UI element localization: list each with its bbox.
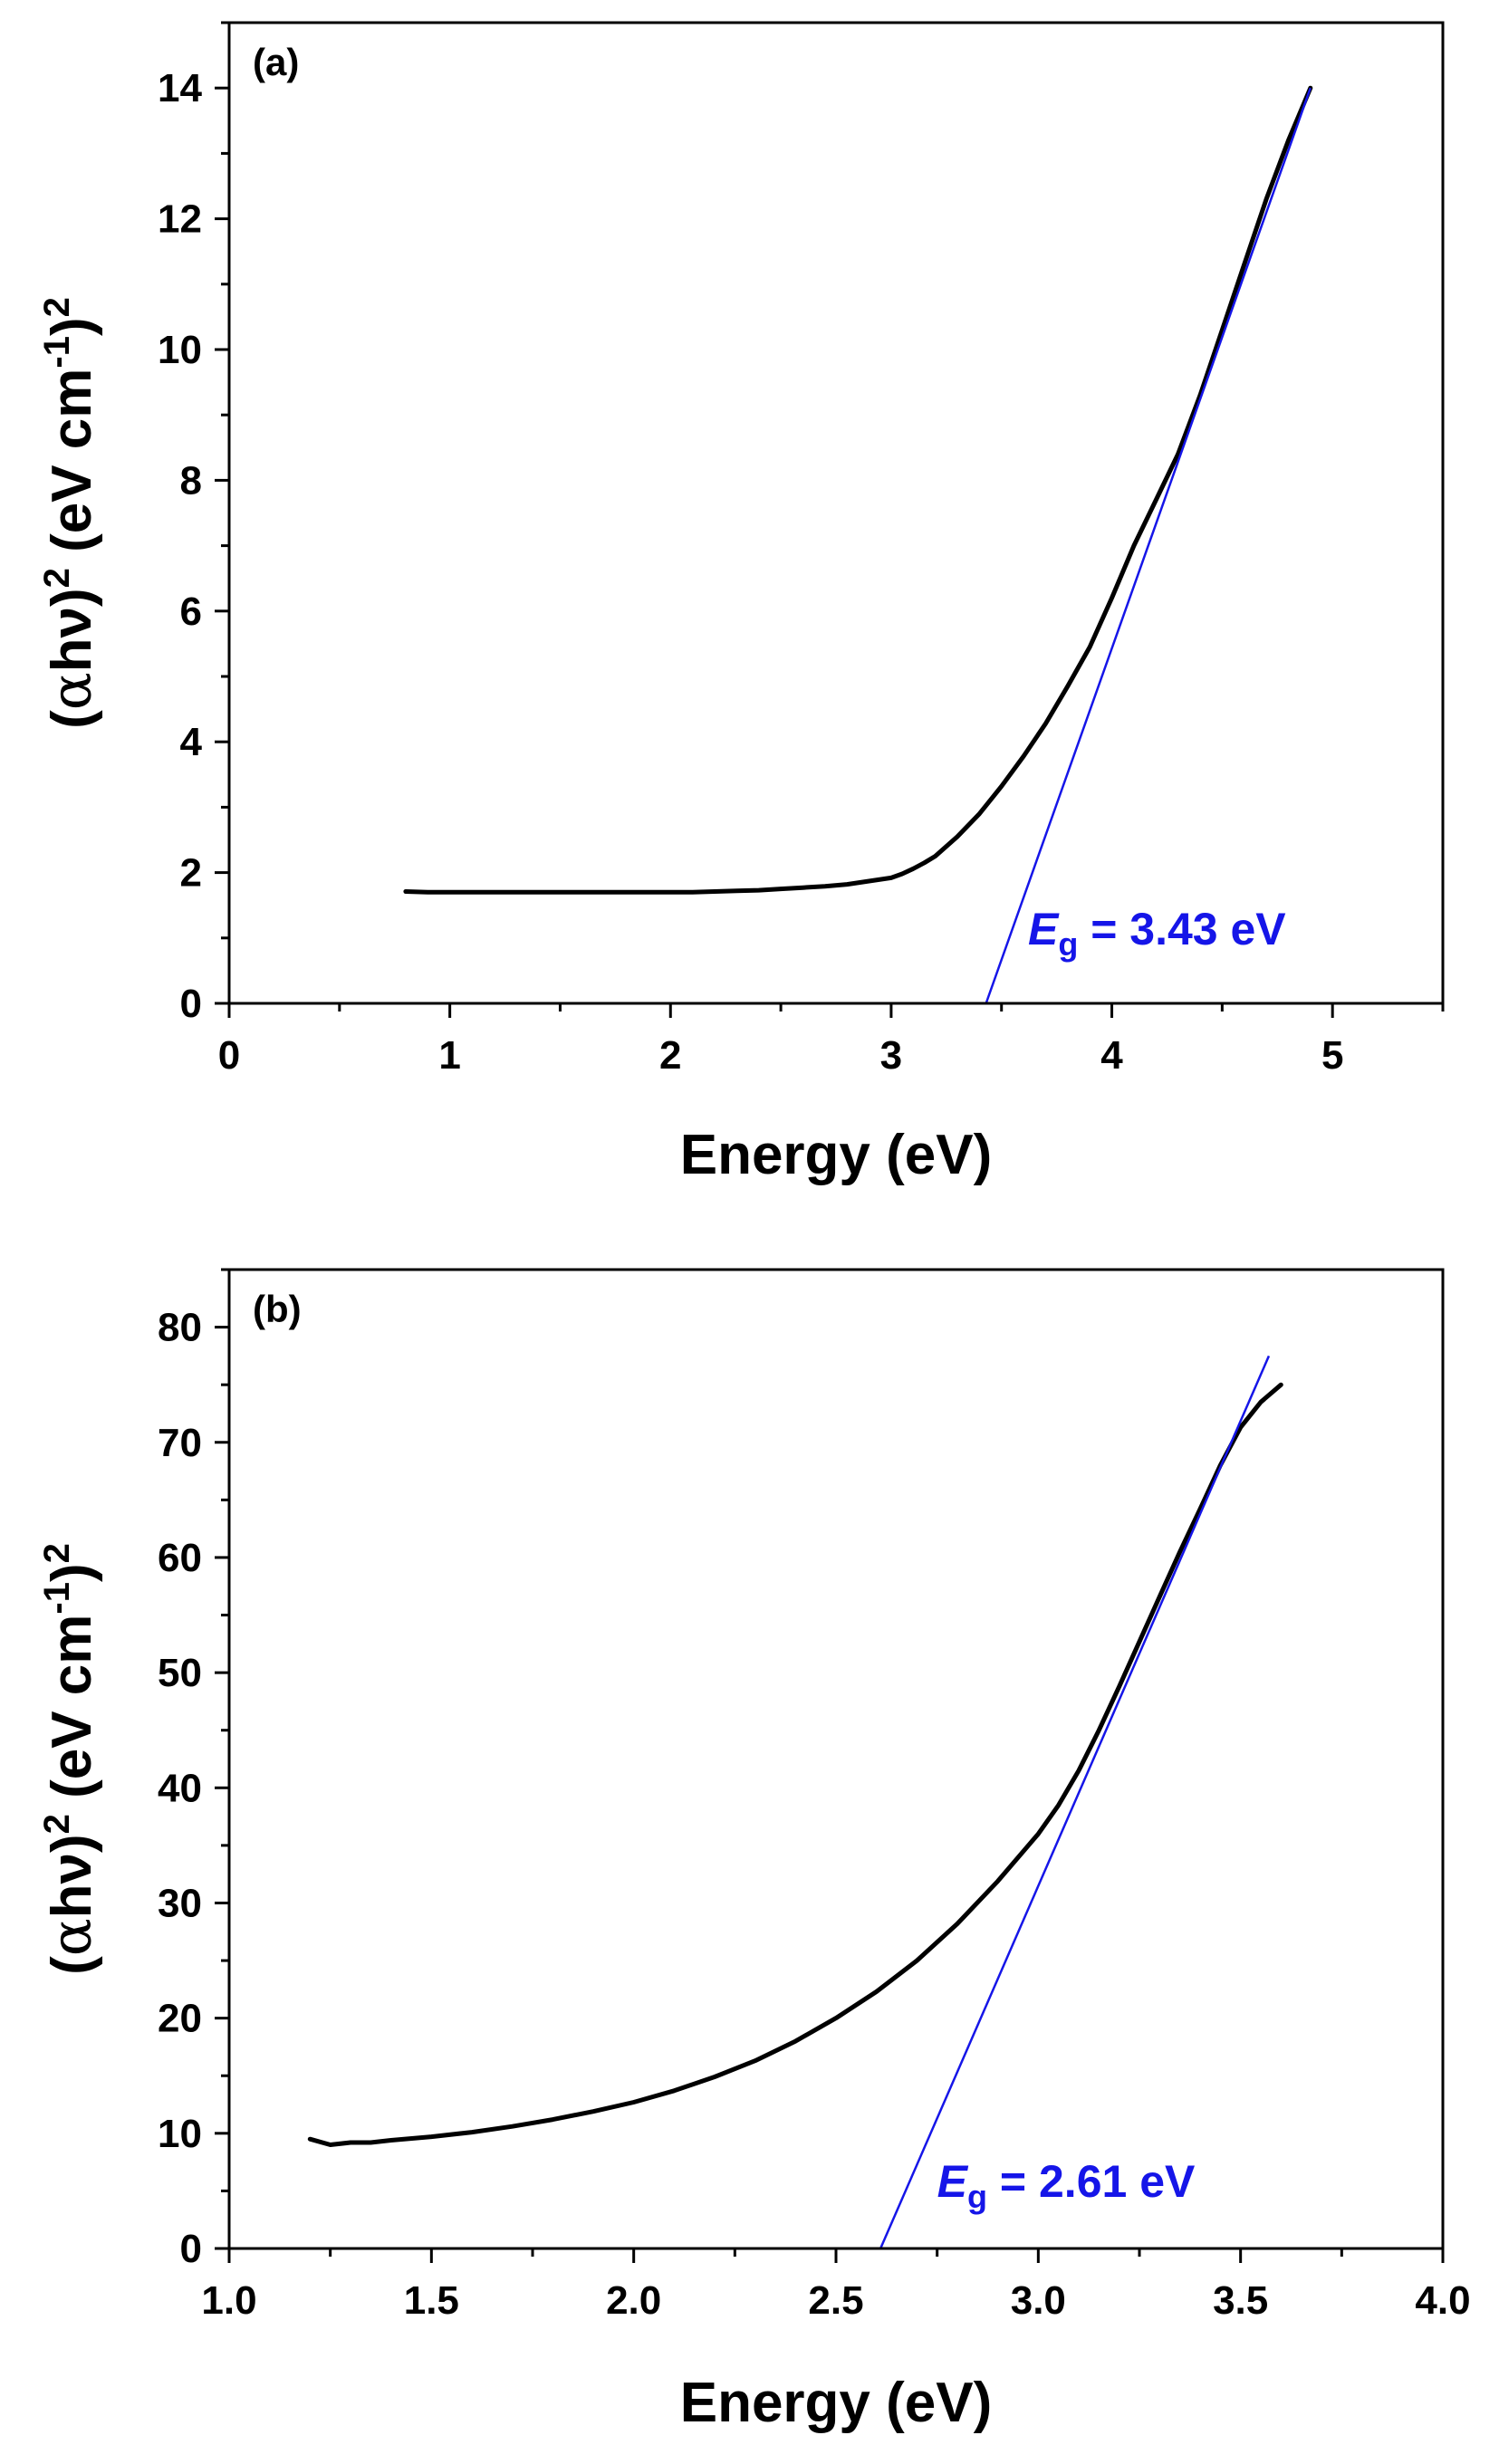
eg-value: = 3.43 eV: [1078, 904, 1286, 954]
y-title-sup3: 2: [37, 1543, 77, 1563]
y-tick-label: 4: [180, 720, 203, 764]
x-tick-label: 1.5: [404, 2278, 459, 2323]
y-tick-label: 2: [180, 851, 202, 896]
x-tick-label: 2.0: [606, 2278, 661, 2323]
y-title-close: ): [41, 1563, 103, 1582]
x-tick-label: 3.5: [1213, 2278, 1268, 2323]
bandgap-annotation: Eg = 3.43 eV: [1028, 904, 1286, 963]
tick-marks: [215, 1326, 1445, 2263]
y-title-open: (: [41, 1956, 103, 1975]
y-tick-label: 0: [180, 982, 202, 1026]
x-tick-label: 2.5: [808, 2278, 863, 2323]
y-tick-label: 80: [158, 1306, 202, 1350]
eg-symbol: E: [1028, 904, 1060, 954]
y-title-alpha: α: [38, 672, 104, 710]
y-title-close: ): [41, 317, 103, 336]
x-axis-title: Energy (eV): [680, 1124, 993, 1186]
data-curve: [403, 85, 1313, 895]
eg-value: = 2.61 eV: [987, 2156, 1196, 2207]
y-title-units: (eV cm: [41, 1615, 103, 1815]
y-axis-title: (αhν)2 (eV cm-1)2: [37, 297, 104, 729]
y-title-hnu: hν): [41, 588, 103, 672]
eg-symbol: E: [937, 2156, 969, 2207]
x-tick-label: 3.0: [1011, 2278, 1066, 2323]
panel-b: 1.0 1.5 2.0 2.5 3.0 3.5 4.0 0 10 20 30 40 50 60 70 80 (…: [37, 1268, 1471, 2434]
fit-line: [879, 1355, 1271, 2249]
y-tick-label: 10: [158, 2112, 202, 2156]
y-title-hnu: hν): [41, 1834, 103, 1918]
y-tick-label: 70: [158, 1421, 202, 1465]
plot-frame: [227, 1268, 1445, 2250]
data-curve: [307, 1382, 1283, 2147]
x-tick-label: 3: [880, 1033, 902, 1078]
y-tick-label: 50: [158, 1651, 202, 1695]
x-tick-label: 1: [438, 1033, 460, 1078]
plot-frame: [227, 21, 1445, 1005]
y-tick-label: 60: [158, 1536, 202, 1580]
x-tick-label: 4.0: [1415, 2278, 1470, 2323]
y-tick-label: 12: [158, 197, 202, 242]
y-title-sup3: 2: [37, 297, 77, 317]
x-tick-label: 5: [1321, 1033, 1343, 1078]
y-tick-label: 40: [158, 1766, 202, 1810]
fit-line: [985, 87, 1312, 1004]
y-tick-label: 6: [180, 590, 202, 634]
y-title-sup2: -1: [37, 1582, 77, 1615]
minor-ticks: [221, 1268, 1343, 2257]
x-tick-label: 1.0: [201, 2278, 256, 2323]
eg-subscript: g: [1058, 925, 1078, 963]
tick-marks: [215, 86, 1334, 1018]
y-title-sup1: 2: [37, 568, 77, 588]
x-tick-label: 2: [659, 1033, 681, 1078]
y-title-open: (: [41, 710, 103, 729]
x-axis-title: Energy (eV): [680, 2372, 993, 2434]
panel-label: (b): [253, 1288, 302, 1330]
bandgap-annotation: Eg = 2.61 eV: [937, 2156, 1196, 2215]
x-tick-label: 0: [218, 1033, 240, 1078]
y-title-sup2: -1: [37, 336, 77, 369]
y-axis-title: (αhν)2 (eV cm-1)2: [37, 1543, 104, 1975]
y-tick-label: 20: [158, 1997, 202, 2041]
panel-label: (a): [253, 41, 299, 83]
y-tick-label: 0: [180, 2227, 202, 2271]
y-tick-label: 8: [180, 458, 202, 503]
x-tick-label: 4: [1100, 1033, 1123, 1078]
eg-subscript: g: [967, 2178, 987, 2215]
y-tick-label: 14: [158, 66, 202, 110]
y-tick-label: 10: [158, 328, 202, 372]
minor-ticks: [221, 21, 1445, 1011]
tick-labels: 1.0 1.5 2.0 2.5 3.0 3.5 4.0 0 10 20 30 40 50 60 70 80: [158, 1306, 1471, 2323]
y-title-sup1: 2: [37, 1814, 77, 1834]
y-tick-label: 30: [158, 1881, 202, 1925]
y-title-units: (eV cm: [41, 369, 103, 569]
y-title-alpha: α: [38, 1918, 104, 1956]
